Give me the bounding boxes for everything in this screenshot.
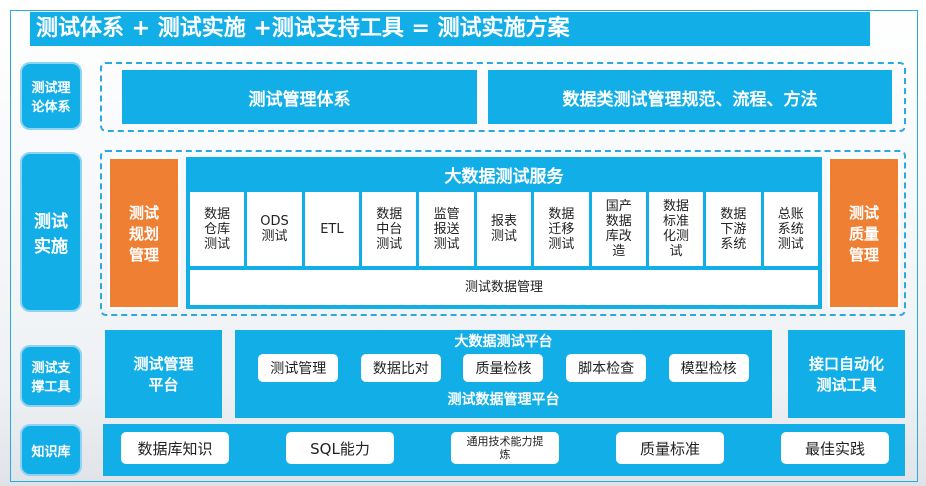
knowledge-row: 数据库知识 SQL能力 通用技术能力提炼 质量标准 最佳实践 bbox=[103, 424, 905, 476]
bigdata-service-title: 大数据测试服务 bbox=[444, 166, 564, 187]
test-mgmt-system: 测试管理体系 bbox=[122, 70, 477, 124]
row1-container bbox=[100, 62, 906, 132]
knowledge-item: SQL能力 bbox=[286, 432, 394, 464]
service-cell: 数据迁移测试 bbox=[534, 192, 589, 266]
test-mgmt-platform: 测试管理平台 bbox=[105, 330, 222, 418]
label-knowledge: 知识库 bbox=[20, 424, 82, 476]
service-cell: 数据仓库测试 bbox=[190, 192, 245, 266]
platform-item: 质量检核 bbox=[463, 354, 544, 382]
service-cell: 数据下游系统 bbox=[706, 192, 761, 266]
knowledge-item: 最佳实践 bbox=[781, 432, 889, 464]
service-cell: ETL bbox=[304, 192, 360, 266]
service-cells: 数据仓库测试 ODS测试 ETL 数据中台测试 监管报送测试 报表测试 数据迁移测试 国产数据… bbox=[190, 192, 818, 266]
page-title: 测试体系 + 测试实施 +测试支持工具 = 测试实施方案 bbox=[30, 12, 870, 46]
service-cell: 总账系统测试 bbox=[763, 192, 818, 266]
platform-items: 测试管理 数据比对 质量检核 脚本检查 模型检核 bbox=[235, 354, 772, 382]
knowledge-item: 通用技术能力提炼 bbox=[451, 432, 559, 464]
data-test-standards: 数据类测试管理规范、流程、方法 bbox=[488, 70, 892, 124]
platform-item: 测试管理 bbox=[258, 354, 339, 382]
bigdata-platform: 大数据测试平台 测试管理 数据比对 质量检核 脚本检查 模型检核 测试数据管理平台 bbox=[235, 330, 772, 418]
service-cell: 数据标准化测试 bbox=[648, 192, 704, 266]
service-cell: 报表测试 bbox=[476, 192, 532, 266]
outer-frame bbox=[10, 10, 918, 482]
bigdata-service: 大数据测试服务 数据仓库测试 ODS测试 ETL 数据中台测试 监管报送测试 报表测试 数据… bbox=[186, 157, 822, 309]
test-planning: 测试规划管理 bbox=[108, 157, 180, 309]
service-cell: 国产数据库改造 bbox=[591, 192, 646, 266]
service-cell: 数据中台测试 bbox=[362, 192, 417, 266]
test-data-mgmt: 测试数据管理 bbox=[190, 270, 818, 305]
label-theory: 测试理论体系 bbox=[20, 62, 82, 130]
label-implementation: 测试实施 bbox=[20, 152, 82, 312]
knowledge-item: 质量标准 bbox=[616, 432, 724, 464]
platform-item: 模型检核 bbox=[668, 354, 749, 382]
platform-item: 数据比对 bbox=[360, 354, 441, 382]
knowledge-items: 数据库知识 SQL能力 通用技术能力提炼 质量标准 最佳实践 bbox=[103, 424, 905, 464]
test-data-mgmt-platform: 测试数据管理平台 bbox=[447, 392, 560, 408]
bigdata-platform-title: 大数据测试平台 bbox=[454, 334, 553, 350]
api-automation-tool: 接口自动化测试工具 bbox=[788, 330, 905, 418]
row2-container bbox=[100, 150, 906, 316]
service-cell: ODS测试 bbox=[247, 192, 302, 266]
platform-item: 脚本检查 bbox=[566, 354, 647, 382]
label-tools: 测试支撑工具 bbox=[20, 345, 82, 407]
knowledge-item: 数据库知识 bbox=[121, 432, 229, 464]
service-cell: 监管报送测试 bbox=[419, 192, 474, 266]
test-quality: 测试质量管理 bbox=[828, 157, 900, 309]
